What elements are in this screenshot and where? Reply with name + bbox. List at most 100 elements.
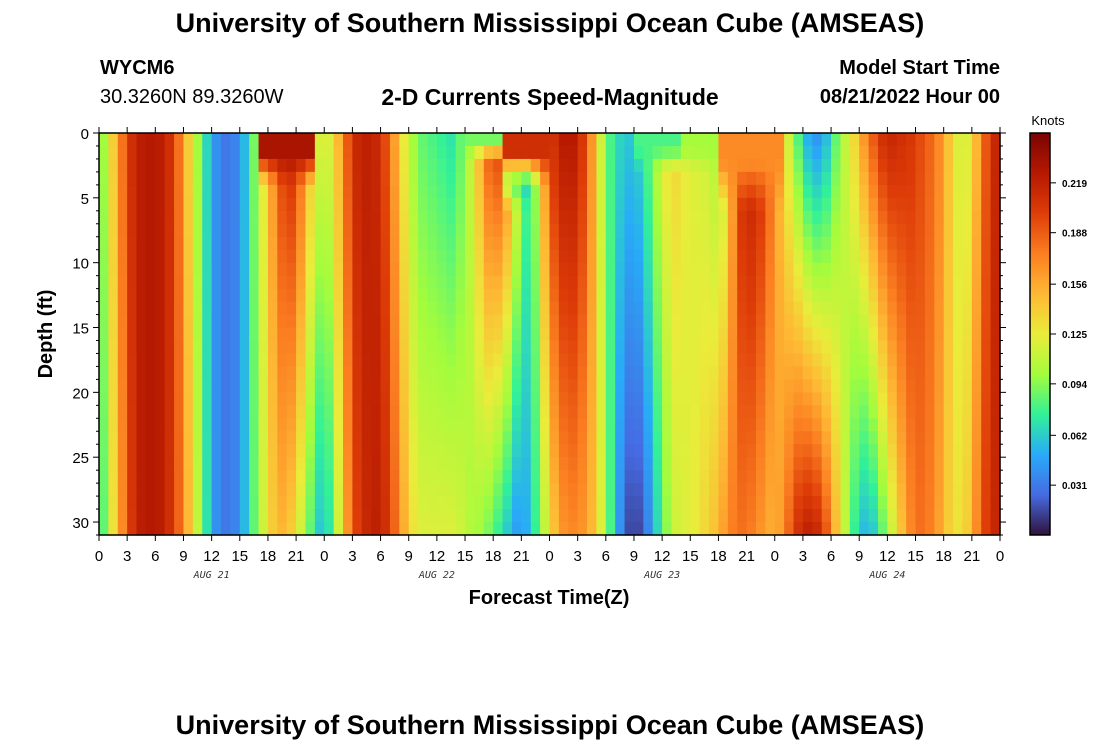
heatmap-cell: [577, 171, 588, 186]
heatmap-cell: [267, 184, 278, 199]
heatmap-cell: [540, 470, 551, 484]
heatmap-cell: [859, 249, 870, 264]
heatmap-cell: [549, 509, 560, 523]
heatmap-cell: [455, 184, 466, 199]
heatmap-cell: [709, 275, 720, 290]
heatmap-cell: [530, 496, 541, 510]
heatmap-cell: [380, 223, 391, 238]
heatmap-cell: [877, 184, 888, 199]
heatmap-cell: [389, 314, 400, 329]
heatmap-cell: [296, 340, 307, 355]
heatmap-cell: [934, 275, 945, 290]
heatmap-cell: [483, 314, 494, 329]
heatmap-cell: [812, 223, 823, 238]
heatmap-cell: [436, 509, 447, 523]
heatmap-cell: [418, 133, 429, 147]
heatmap-cell: [530, 522, 541, 536]
heatmap-cell: [99, 301, 109, 316]
heatmap-cell: [361, 353, 372, 368]
heatmap-cell: [971, 301, 982, 316]
heatmap-cell: [662, 275, 673, 290]
heatmap-cell: [774, 158, 785, 173]
x-tick-label: 6: [376, 548, 384, 565]
heatmap-cell: [99, 379, 109, 393]
heatmap-cell: [877, 444, 888, 458]
heatmap-cell: [127, 288, 138, 303]
heatmap-cell: [680, 431, 691, 445]
heatmap-cell: [221, 353, 231, 368]
heatmap-cell: [530, 509, 541, 523]
heatmap-cell: [568, 457, 579, 471]
heatmap-cell: [521, 223, 532, 238]
heatmap-cell: [924, 483, 935, 497]
heatmap-cell: [633, 133, 644, 147]
heatmap-cell: [990, 262, 1001, 277]
heatmap-cell: [605, 314, 616, 329]
heatmap-cell: [840, 314, 851, 329]
heatmap-cell: [662, 223, 673, 238]
heatmap-cell: [896, 171, 907, 186]
heatmap-cell: [549, 275, 560, 290]
heatmap-cell: [474, 353, 485, 368]
heatmap-cell: [174, 133, 185, 147]
heatmap-cell: [314, 340, 325, 355]
heatmap-cell: [981, 327, 992, 342]
heatmap-cell: [483, 133, 494, 147]
heatmap-cell: [389, 171, 400, 186]
heatmap-cell: [530, 353, 541, 368]
heatmap-cell: [314, 379, 325, 393]
heatmap-cell: [831, 262, 842, 277]
x-day-label: AUG 23: [643, 570, 680, 581]
heatmap-cell: [699, 353, 710, 368]
heatmap-cell: [249, 431, 260, 445]
heatmap-cell: [943, 470, 954, 484]
heatmap-cell: [821, 366, 832, 380]
colorbar-tick-label: 0.062: [1062, 431, 1087, 442]
heatmap-cell: [680, 288, 691, 303]
heatmap-cell: [755, 496, 766, 510]
heatmap-cell: [906, 509, 917, 523]
heatmap-cell: [727, 470, 738, 484]
heatmap-cell: [493, 522, 504, 536]
heatmap-cell: [652, 236, 663, 251]
heatmap-cell: [136, 184, 147, 199]
heatmap-cell: [765, 184, 776, 199]
heatmap-cell: [971, 496, 982, 510]
heatmap-cell: [352, 379, 363, 393]
heatmap-cell: [981, 288, 992, 303]
heatmap-cell: [737, 470, 748, 484]
heatmap-cell: [371, 340, 382, 355]
heatmap-cell: [511, 392, 522, 406]
heatmap-cell: [962, 249, 973, 264]
heatmap-cell: [840, 236, 851, 251]
heatmap-cell: [221, 509, 231, 523]
heatmap-cell: [371, 223, 382, 238]
heatmap-cell: [831, 210, 842, 225]
heatmap-cell: [709, 366, 720, 380]
heatmap-cell: [596, 457, 607, 471]
heatmap-cell: [192, 379, 203, 393]
heatmap-cell: [239, 405, 250, 419]
heatmap-cell: [408, 288, 419, 303]
heatmap-cell: [633, 444, 644, 458]
heatmap-cell: [117, 340, 128, 355]
heatmap-cell: [399, 158, 410, 173]
heatmap-cell: [971, 470, 982, 484]
heatmap-cell: [371, 197, 382, 212]
heatmap-cell: [136, 197, 147, 212]
heatmap-cell: [389, 405, 400, 419]
heatmap-cell: [465, 470, 476, 484]
heatmap-cell: [624, 145, 635, 160]
heatmap-cell: [174, 158, 185, 173]
heatmap-cell: [887, 145, 898, 160]
heatmap-cell: [755, 275, 766, 290]
heatmap-cell: [408, 210, 419, 225]
heatmap-cell: [371, 496, 382, 510]
heatmap-cell: [361, 249, 372, 264]
heatmap-cell: [286, 184, 297, 199]
heatmap-cell: [755, 431, 766, 445]
heatmap-cell: [737, 275, 748, 290]
heatmap-cell: [117, 145, 128, 160]
heatmap-cell: [577, 133, 588, 147]
heatmap-cell: [446, 353, 457, 368]
